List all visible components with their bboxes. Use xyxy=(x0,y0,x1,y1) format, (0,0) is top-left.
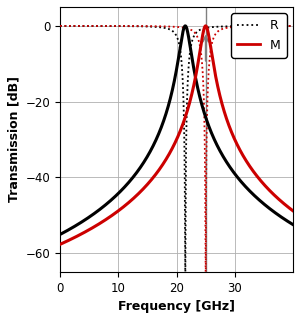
X-axis label: Frequency [GHz]: Frequency [GHz] xyxy=(118,300,235,313)
Y-axis label: Transmission [dB]: Transmission [dB] xyxy=(7,76,20,202)
Legend: R, M: R, M xyxy=(231,13,287,58)
